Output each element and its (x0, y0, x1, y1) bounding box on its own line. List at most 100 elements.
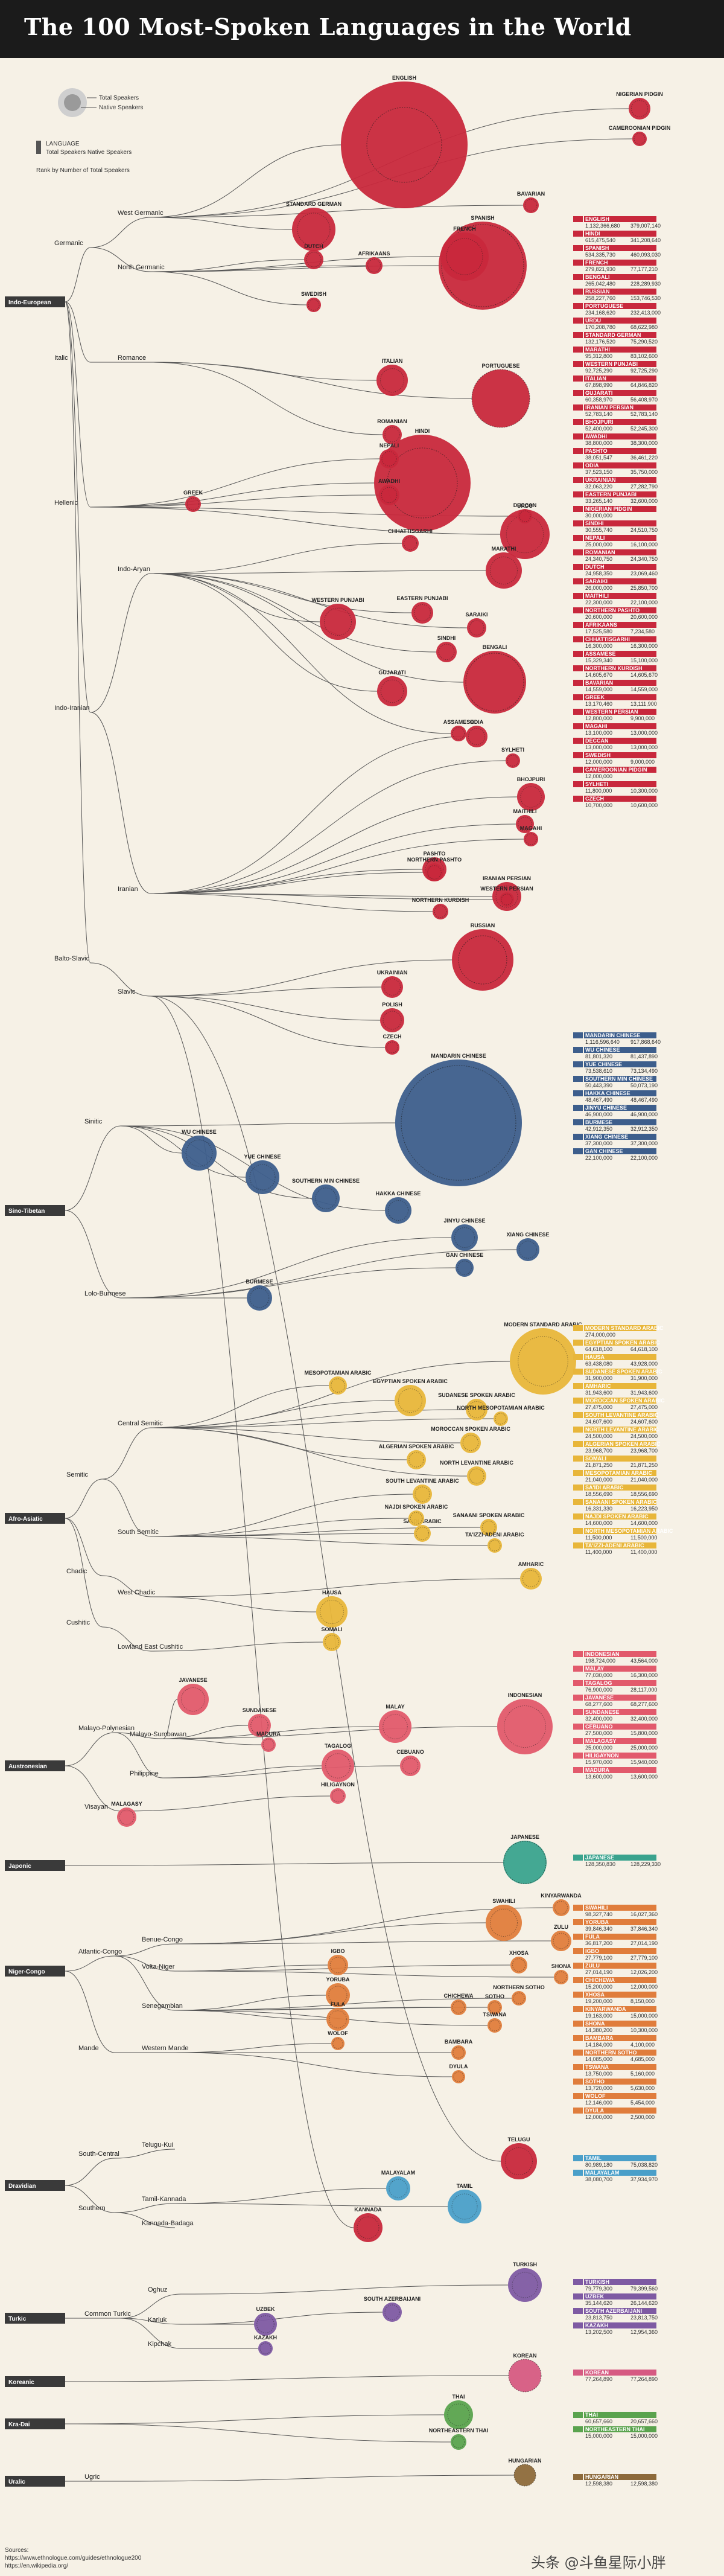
sub-branch-line (120, 2318, 182, 2325)
rank-language-name: KOREAN (585, 2370, 609, 2376)
rank-language-name: PASHTO (585, 448, 608, 454)
branch-label: Atlantic-Congo (78, 1948, 122, 1955)
language-label: TAMIL (457, 2183, 473, 2189)
rank-badge (573, 1905, 583, 1911)
rank-total-value: 12,000,000 (585, 2114, 612, 2120)
rank-language-name: WU CHINESE (585, 1047, 620, 1053)
rank-name-bar (584, 1340, 656, 1346)
rank-language-name: CZECH (585, 796, 604, 802)
language-native-circle (489, 2001, 501, 2013)
rank-language-name: YORUBA (585, 1919, 609, 1925)
language-branch-line (120, 1125, 313, 1199)
rank-name-bar (584, 1528, 656, 1534)
rank-name-bar (584, 607, 656, 613)
rank-badge (573, 2035, 583, 2041)
rank-name-bar (584, 2108, 656, 2114)
language-native-circle (447, 2403, 470, 2426)
language-label: SOMALI (322, 1626, 343, 1632)
rank-total-value: 24,607,600 (585, 1419, 612, 1425)
rank-native-value: 15,940,000 (630, 1759, 658, 1765)
family-label-box (5, 296, 65, 307)
rank-native-value: 27,779,100 (630, 1955, 658, 1961)
rank-badge (573, 1032, 583, 1038)
rank-badge (573, 433, 583, 439)
rank-native-value: 917,868,640 (630, 1039, 661, 1045)
language-native-circle (297, 213, 331, 246)
rank-native-value: 16,027,360 (630, 1911, 658, 1917)
language-label: TURKISH (513, 2261, 537, 2268)
rank-badge (573, 1753, 583, 1759)
rank-name-bar (584, 260, 656, 266)
language-native-circle (384, 979, 401, 996)
source-link[interactable]: https://en.wikipedia.org/ (5, 2563, 69, 2569)
language-native-circle (325, 1753, 351, 1779)
language-native-circle (383, 1714, 408, 1739)
rank-language-name: MAGAHI (585, 723, 608, 729)
rank-name-bar (584, 1753, 656, 1759)
rank-name-bar (584, 1767, 656, 1773)
sub-branch-label: Philippine (130, 1770, 159, 1777)
language-branch-line (174, 1940, 551, 1945)
language-label: BURMESE (246, 1279, 273, 1285)
rank-name-bar (584, 752, 656, 758)
language-label: URDU (517, 503, 533, 509)
sub-branch-label: Telugu-Kui (142, 2141, 173, 2149)
rank-badge (573, 2474, 583, 2480)
language-total-circle (520, 1568, 542, 1590)
language-native-circle (315, 1187, 337, 1209)
rank-native-value: 28,117,000 (630, 1687, 657, 1693)
rank-name-bar (584, 723, 656, 729)
sub-branch-line (114, 1955, 176, 2011)
rank-total-value: 38,051,547 (585, 455, 612, 461)
language-native-circle (503, 1841, 547, 1884)
rank-language-name: BAMBARA (585, 2035, 614, 2041)
language-native-circle (259, 2342, 272, 2354)
rank-name-bar (584, 1427, 656, 1433)
rank-total-value: 95,312,800 (585, 353, 612, 359)
language-native-circle (512, 2272, 538, 2298)
language-total-circle (258, 2341, 273, 2356)
rank-name-bar (584, 738, 656, 744)
sub-branch-label: Central Semitic (118, 1420, 163, 1427)
rank-language-name: WESTERN PUNJABI (585, 361, 638, 367)
rank-native-value: 10,300,000 (630, 788, 658, 794)
language-branch-line (150, 259, 305, 272)
rank-name-bar (584, 303, 656, 309)
language-total-circle (381, 976, 403, 998)
rank-total-value: 52,783,140 (585, 411, 612, 417)
branch-label: Malayo-Polynesian (78, 1725, 135, 1732)
rank-badge (573, 1325, 583, 1331)
rank-badge (573, 448, 583, 454)
rank-name-bar (584, 1470, 656, 1476)
language-total-circle (516, 815, 534, 833)
rank-total-value: 132,176,520 (585, 339, 615, 345)
family-label-box (5, 2476, 65, 2487)
sub-branch-label: Western Mande (142, 2045, 188, 2052)
language-total-circle (323, 1633, 341, 1651)
rank-name-bar (584, 1499, 656, 1505)
rank-language-name: ALGERIAN SPOKEN ARABIC (585, 1441, 661, 1447)
rank-language-name: MARATHI (585, 347, 610, 353)
sub-branch-label: Indo-Aryan (118, 566, 150, 573)
rank-language-name: CAMEROONIAN PIDGIN (585, 767, 647, 773)
rank-language-name: MAITHILI (585, 593, 609, 599)
rank-name-bar (584, 694, 656, 700)
rank-badge (573, 636, 583, 642)
rank-total-value: 12,598,380 (585, 2481, 612, 2487)
language-branch-line (90, 482, 375, 508)
rank-language-name: CEBUANO (585, 1724, 613, 1730)
rank-total-value: 21,040,000 (585, 1477, 612, 1483)
rank-language-name: KINYARWANDA (585, 2006, 626, 2012)
source-link[interactable]: https://www.ethnologue.com/guides/ethnol… (5, 2555, 142, 2562)
language-native-circle (306, 252, 322, 267)
rank-total-value: 48,467,490 (585, 1097, 612, 1103)
rank-language-name: DUTCH (585, 564, 605, 570)
language-branch-line (150, 573, 464, 683)
rank-language-name: SANAANI SPOKEN ARABIC (585, 1499, 657, 1505)
language-branch-line (150, 1578, 521, 1597)
language-native-circle (469, 1468, 484, 1484)
rank-native-value: 21,040,000 (630, 1477, 658, 1483)
rank-badge (573, 2108, 583, 2114)
rank-badge (573, 1513, 583, 1520)
rank-native-value: 32,912,350 (630, 1126, 658, 1132)
